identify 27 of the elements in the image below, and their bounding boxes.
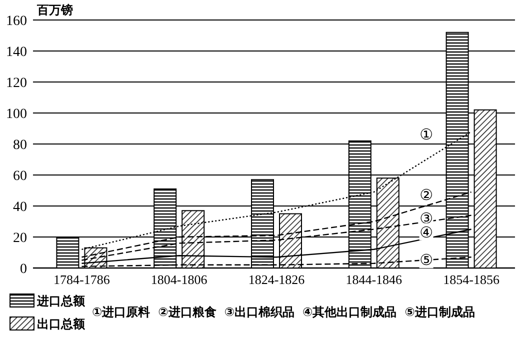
y-tick-label: 40	[13, 200, 27, 215]
legend-label: 出口总额	[37, 317, 86, 331]
text: ④其他出口制成品	[302, 305, 397, 319]
y-tick-label: 80	[13, 138, 27, 153]
x-tick-label: 1784-1786	[54, 272, 110, 287]
text: ③出口棉织品	[224, 305, 295, 319]
y-tick-label: 60	[13, 169, 27, 184]
x-tick-label: 1804-1806	[150, 272, 208, 287]
legend-label: 进口总额	[36, 294, 86, 308]
text: ②进口粮食	[158, 305, 216, 319]
y-tick-label: 20	[13, 231, 27, 246]
y-tick-label: 100	[6, 107, 27, 122]
y-axis-title: 百万镑	[36, 3, 73, 17]
annotation: ②	[420, 186, 434, 204]
y-tick-label: 120	[6, 76, 27, 91]
text: ①进口原料	[92, 305, 150, 319]
x-tick-label: 1854-1856	[443, 272, 500, 287]
y-tick-label: 0	[20, 262, 27, 277]
text: ⑤进口制成品	[404, 305, 475, 319]
annotation: ⑤	[420, 251, 434, 270]
x-tick-label: 1844-1846	[346, 272, 403, 287]
annotation: ①	[420, 126, 434, 144]
annotation: ③	[420, 209, 434, 228]
y-tick-label: 140	[6, 45, 27, 60]
x-tick-label: 1824-1826	[248, 272, 306, 287]
y-tick-label: 160	[6, 14, 27, 29]
annotation: ④	[420, 223, 434, 242]
